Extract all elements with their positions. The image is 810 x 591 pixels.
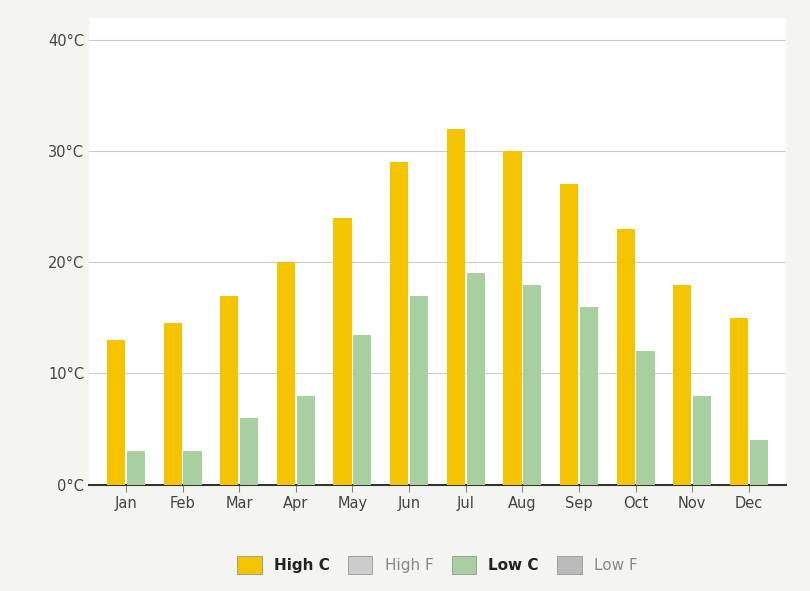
Bar xyxy=(447,129,465,485)
Bar xyxy=(467,274,484,485)
Bar xyxy=(523,284,541,485)
Bar xyxy=(693,396,711,485)
Bar xyxy=(220,296,238,485)
Bar xyxy=(750,440,768,485)
Bar xyxy=(277,262,295,485)
Bar xyxy=(390,163,408,485)
Bar xyxy=(126,452,145,485)
Bar xyxy=(240,418,258,485)
Bar xyxy=(107,340,125,485)
Legend: High C, High F, Low C, Low F: High C, High F, Low C, Low F xyxy=(231,550,644,580)
Bar xyxy=(503,151,522,485)
Bar xyxy=(730,318,748,485)
Bar xyxy=(410,296,428,485)
Bar xyxy=(637,351,654,485)
Bar xyxy=(296,396,315,485)
Bar xyxy=(183,452,202,485)
Bar xyxy=(164,323,181,485)
Bar xyxy=(334,218,352,485)
Bar xyxy=(560,184,578,485)
Bar xyxy=(673,284,692,485)
Bar xyxy=(616,229,635,485)
Bar xyxy=(353,335,372,485)
Bar xyxy=(580,307,598,485)
